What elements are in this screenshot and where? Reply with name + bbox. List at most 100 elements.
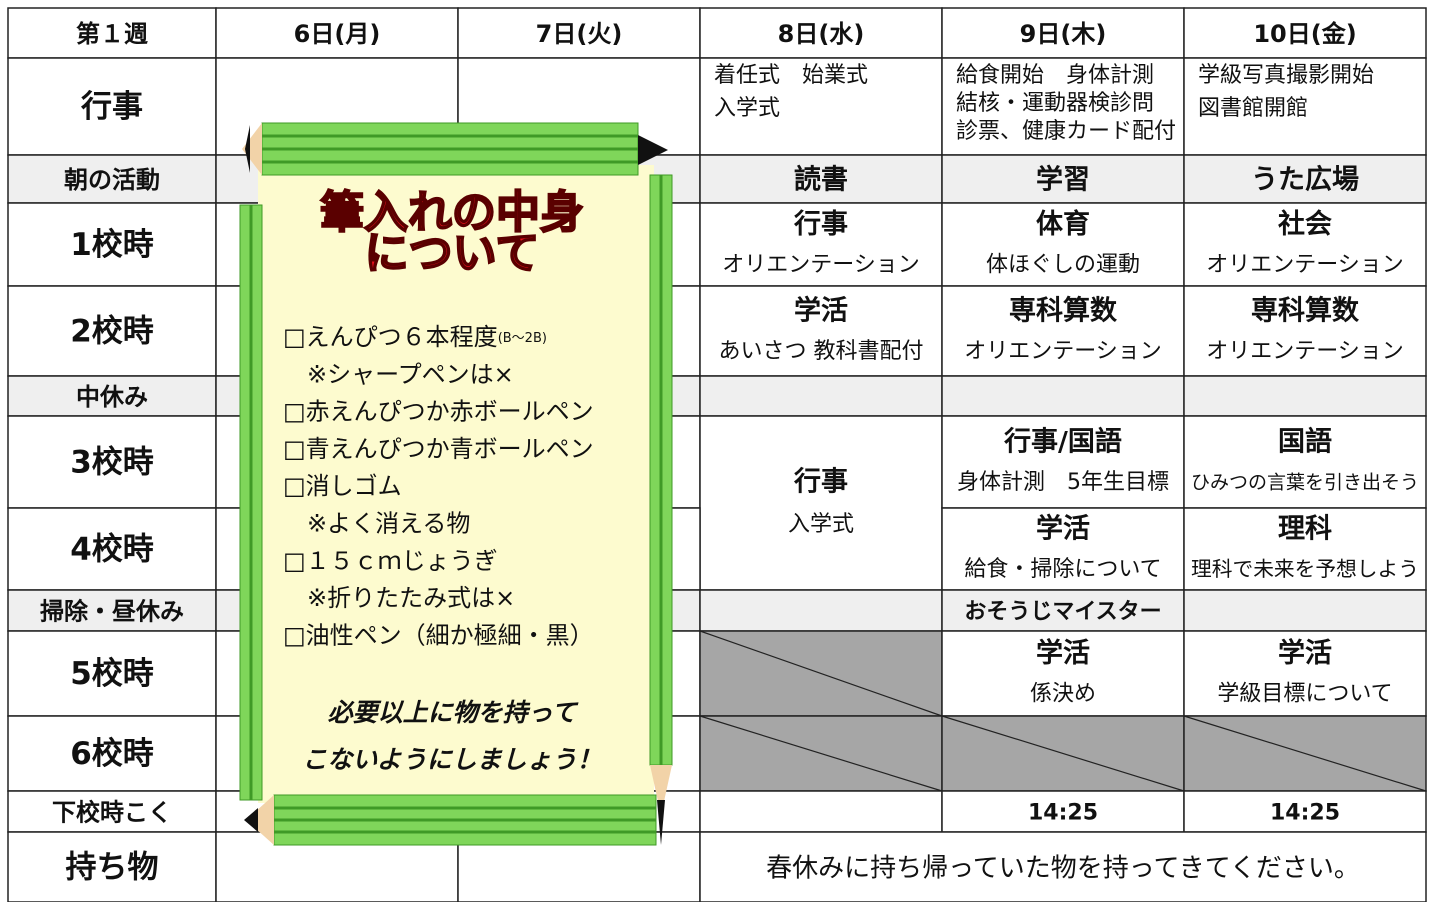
cell-main: 行事/国語 <box>1003 426 1122 458</box>
table-cell <box>457 7 701 59</box>
table-cell <box>1183 790 1427 833</box>
row-label: 中休み <box>76 383 148 411</box>
table-cell <box>941 202 1185 287</box>
table-cell <box>699 790 943 833</box>
cell-line: 給食開始 身体計測 <box>956 63 1154 88</box>
table-cell <box>1183 589 1427 632</box>
scroll-items: □えんぴつ６本程度(B～2B) ※シャープペンは× □赤えんぴつか赤ボールペン □青… <box>283 323 594 649</box>
scroll-item-text: ※折りたたみ式は× <box>283 584 515 612</box>
scroll-notice: 筆入れの中身 について □えんぴつ６本程度(B～2B) ※シャープペンは× □赤え… <box>239 122 673 846</box>
cell-main: 行事 <box>793 466 848 498</box>
scroll-item: □えんぴつ６本程度(B～2B) <box>283 323 547 351</box>
cell-sub: 理科で未来を予想しよう <box>1191 557 1419 581</box>
cell-line: 学級写真撮影開始 <box>1198 63 1374 88</box>
cell-sub: オリエンテーション <box>1206 339 1404 364</box>
pencil-left <box>239 204 263 801</box>
column-header: 10日(金) <box>1253 20 1356 48</box>
row-label: 2校時 <box>70 314 154 350</box>
cell-sub: 係決め <box>1030 682 1096 707</box>
cell-main: 学活 <box>1036 513 1090 545</box>
scroll-item: □油性ペン（細か極細・黒） <box>283 621 594 649</box>
table-cell <box>215 7 459 59</box>
row-label: 持ち物 <box>66 850 159 886</box>
column-header: 7日(火) <box>536 20 623 48</box>
scroll-note: こないようにしましょう！ <box>302 745 602 774</box>
table-cell <box>699 375 943 417</box>
scroll-item-text: □消しゴム <box>283 472 402 500</box>
cell-main: 理科 <box>1278 514 1332 545</box>
table-cell <box>1183 375 1427 417</box>
cell-main: 読書 <box>794 164 848 196</box>
cell-text: 春休みに持ち帰っていた物を持ってきてください。 <box>766 854 1360 884</box>
cell-sub: オリエンテーション <box>964 339 1162 364</box>
cell-main: 国語 <box>1278 426 1332 458</box>
column-header: 9日(木) <box>1020 20 1107 48</box>
row-label: 4校時 <box>70 532 154 568</box>
column-header: 6日(月) <box>294 20 381 48</box>
column-header: 8日(水) <box>778 20 865 48</box>
diagonal <box>699 630 943 717</box>
cell-sub: 給食・掃除について <box>964 557 1161 582</box>
cell-sub: ひみつの言葉を引き出そう <box>1191 472 1419 494</box>
table-cell <box>699 154 943 204</box>
cell-main: 行事 <box>793 208 848 240</box>
table-cell <box>941 154 1185 204</box>
scroll-item-text: ※よく消える物 <box>283 510 470 538</box>
scroll-item-text: □青えんぴつか青ボールペン <box>283 435 594 463</box>
row-label: 5校時 <box>70 656 154 692</box>
table-cell <box>941 630 1185 717</box>
scroll-item-note: (B～2B) <box>498 331 547 346</box>
cell-sub: あいさつ 教科書配付 <box>719 339 924 364</box>
table-cell <box>7 831 217 902</box>
diagonal <box>699 715 943 792</box>
cell-sub: オリエンテーション <box>722 253 920 278</box>
table-cell <box>1183 7 1427 59</box>
scroll-item: ※シャープペンは× <box>283 360 514 388</box>
scroll-item: □消しゴム <box>283 472 402 500</box>
scroll-note: 必要以上に物を持って <box>328 698 580 727</box>
cell-main: 体育 <box>1036 208 1090 240</box>
diagonal <box>1183 715 1427 792</box>
cell-main: 14:25 <box>1028 801 1098 826</box>
cell-main: 専科算数 <box>1009 295 1118 327</box>
cell-line: 着任式 始業式 <box>714 63 868 88</box>
cell-main: おそうじマイスター <box>964 600 1161 625</box>
cell-sub: 入学式 <box>788 512 854 537</box>
table-cell <box>699 285 943 377</box>
table-cell <box>7 7 217 59</box>
table-cell <box>941 589 1185 632</box>
diagonal <box>941 715 1185 792</box>
column-header: 第１週 <box>76 20 148 48</box>
table-cell <box>1183 415 1427 509</box>
table-cell <box>941 415 1185 509</box>
table-cell <box>699 415 943 591</box>
pencil-right <box>649 174 673 845</box>
table-cell <box>699 589 943 632</box>
cell-line: 入学式 <box>714 96 780 121</box>
cell-main: うた広場 <box>1251 164 1359 196</box>
scroll-title: 筆入れの中身 <box>320 187 584 238</box>
scroll-item-text: □油性ペン（細か極細・黒） <box>283 621 594 649</box>
timetable: 第１週 6日(月) 7日(火) 8日(水) 9日(木) 10日(金)行事朝の活動1校時2校… <box>7 7 1427 902</box>
table-cell <box>699 202 943 287</box>
cell-main: 社会 <box>1278 208 1332 240</box>
scroll-title: について <box>365 228 540 279</box>
table-cell <box>1183 57 1427 156</box>
table-cell <box>7 375 217 417</box>
cell-sub: 学級目標について <box>1217 682 1392 707</box>
scroll-item: □１５ｃｍじょうぎ <box>283 547 498 575</box>
table-cell <box>1183 154 1427 204</box>
table-cell <box>699 57 943 156</box>
cell-line: 診票、健康カード配付 <box>956 119 1176 144</box>
cell-sub: 体ほぐしの運動 <box>986 253 1140 278</box>
table-cell <box>941 507 1185 591</box>
cell-line: 図書館開館 <box>1198 96 1308 121</box>
table-cell <box>7 790 217 833</box>
cell-main: 専科算数 <box>1251 295 1360 327</box>
scroll-item-text: □えんぴつ６本程度 <box>283 323 498 351</box>
row-label: 下校時こく <box>52 799 172 827</box>
cell-sub: オリエンテーション <box>1206 253 1404 278</box>
scroll-item: □青えんぴつか青ボールペン <box>283 435 594 463</box>
